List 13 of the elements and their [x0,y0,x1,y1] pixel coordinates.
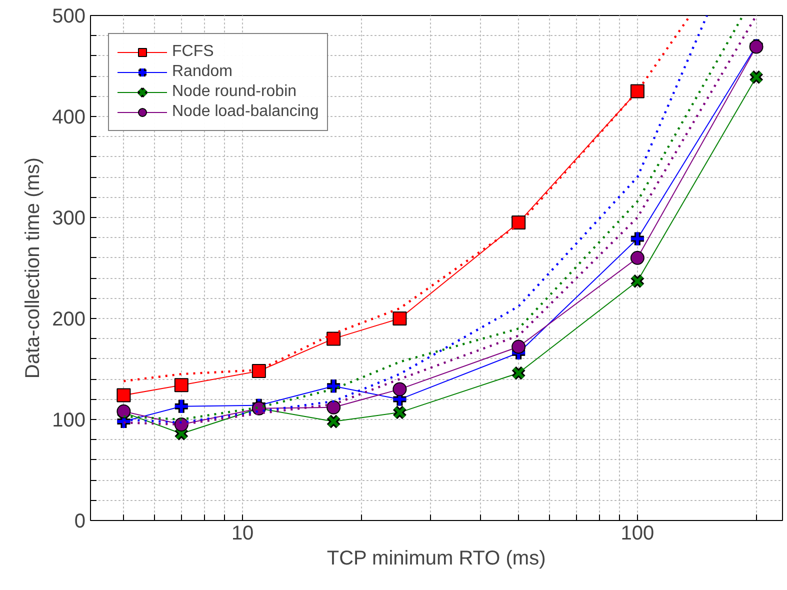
y-axis-title: Data-collection time (ms) [22,157,44,379]
y-tick-label: 100 [52,410,86,432]
y-tick-label: 200 [52,308,86,330]
y-tick-label: 0 [74,510,86,532]
x-tick-label: 10 [231,522,254,544]
y-tick-label: 400 [52,106,86,128]
x-axis-title: TCP minimum RTO (ms) [326,548,546,570]
legend-label: Node round-robin [172,83,297,101]
legend-label: Random [172,63,232,81]
y-tick-label: 300 [52,208,86,230]
legend-label: Node load-balancing [172,103,319,121]
y-tick-label: 500 [52,6,86,28]
legend-label: FCFS [172,43,214,61]
